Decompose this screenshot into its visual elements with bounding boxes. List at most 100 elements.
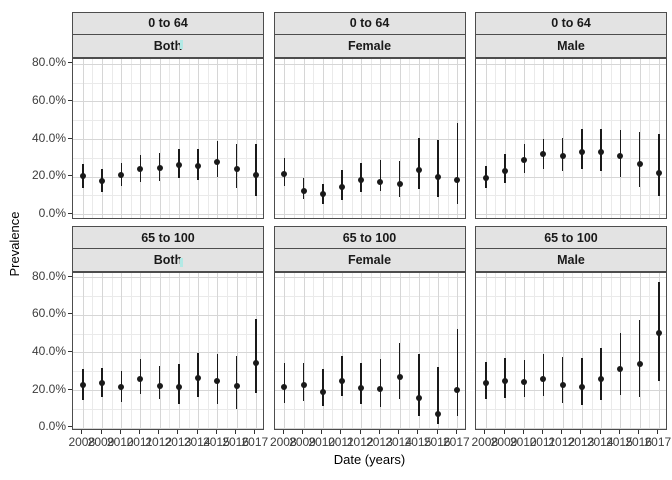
x-tick-label: 2014 bbox=[183, 435, 211, 449]
point-estimate bbox=[435, 174, 442, 181]
x-axis-tick bbox=[378, 430, 380, 434]
gridline-major-vertical bbox=[82, 58, 84, 218]
gridline-major-vertical bbox=[581, 273, 583, 429]
gridline-major-vertical bbox=[159, 58, 161, 218]
gridline-major-horizontal bbox=[274, 214, 465, 216]
confidence-interval-bar bbox=[379, 358, 382, 407]
facet-strip-age: 65 to 100 bbox=[273, 226, 466, 249]
x-tick-label: 2017 bbox=[241, 435, 269, 449]
gridline-major-vertical bbox=[178, 58, 180, 218]
x-tick-label: 2009 bbox=[289, 435, 316, 449]
x-tick-label: 2011 bbox=[529, 435, 556, 449]
x-axis-tick bbox=[254, 430, 256, 434]
y-tick-label: 60.0% bbox=[31, 306, 66, 321]
gridline-minor-vertical bbox=[390, 58, 392, 218]
facet-strip-age: 65 to 100 bbox=[475, 226, 667, 249]
x-tick-label: 2010 bbox=[509, 435, 537, 449]
gridline-major-vertical bbox=[217, 273, 219, 429]
gridline-minor-vertical bbox=[591, 273, 593, 429]
point-estimate bbox=[300, 382, 307, 389]
confidence-interval-bar bbox=[197, 353, 199, 398]
point-estimate bbox=[281, 171, 288, 178]
x-tick-label: 2008 bbox=[269, 435, 297, 449]
gridline-major-vertical bbox=[198, 58, 200, 218]
gridline-minor-vertical bbox=[313, 58, 315, 218]
x-axis-tick bbox=[282, 430, 284, 434]
confidence-interval-bar bbox=[255, 143, 257, 196]
gridline-major-horizontal bbox=[476, 390, 666, 392]
gridline-major-horizontal bbox=[274, 63, 465, 65]
x-axis-tick bbox=[302, 430, 304, 434]
point-estimate bbox=[502, 378, 509, 385]
x-axis-tick bbox=[119, 430, 121, 434]
confidence-interval-bar bbox=[235, 356, 238, 410]
x-tick-label: 2013 bbox=[366, 435, 393, 449]
gridline-major-vertical bbox=[543, 273, 545, 429]
gridline-major-horizontal bbox=[73, 277, 263, 279]
gridline-major-horizontal bbox=[73, 101, 263, 103]
gridline-major-vertical bbox=[380, 273, 382, 429]
x-axis-tick bbox=[398, 430, 400, 434]
point-estimate bbox=[617, 366, 624, 373]
y-axis-tick bbox=[68, 388, 72, 390]
x-axis-tick bbox=[359, 430, 361, 434]
gridline-minor-vertical bbox=[390, 273, 392, 429]
y-tick-label: 80.0% bbox=[31, 55, 66, 70]
x-axis-tick bbox=[196, 430, 198, 434]
point-estimate bbox=[214, 158, 221, 165]
point-estimate bbox=[396, 373, 403, 380]
gridline-minor-vertical bbox=[332, 58, 334, 218]
point-estimate bbox=[137, 166, 144, 173]
gridline-major-vertical bbox=[438, 273, 440, 429]
point-estimate bbox=[559, 152, 566, 159]
gridline-minor-horizontal bbox=[476, 371, 666, 373]
point-estimate bbox=[598, 149, 605, 155]
y-tick-label: 60.0% bbox=[31, 92, 66, 107]
gridline-major-vertical bbox=[524, 273, 526, 429]
facet-strip-age: 0 to 64 bbox=[273, 11, 466, 35]
gridline-minor-vertical bbox=[150, 273, 152, 429]
gridline-major-vertical bbox=[159, 273, 161, 429]
gridline-minor-vertical bbox=[188, 273, 190, 429]
gridline-major-horizontal bbox=[476, 427, 666, 429]
gridline-minor-vertical bbox=[591, 58, 593, 218]
confidence-interval-bar bbox=[504, 357, 506, 398]
confidence-interval-bar bbox=[418, 137, 420, 190]
y-axis-tick bbox=[68, 350, 72, 352]
confidence-interval-bar bbox=[360, 362, 362, 405]
x-axis-tick bbox=[561, 430, 563, 434]
gridline-minor-vertical bbox=[111, 273, 113, 429]
y-axis-tick bbox=[68, 313, 72, 315]
y-tick-label: 20.0% bbox=[31, 381, 66, 396]
gridline-major-vertical bbox=[102, 273, 104, 429]
x-axis-tick bbox=[215, 430, 217, 434]
point-estimate bbox=[281, 384, 288, 391]
y-tick-label: 80.0% bbox=[31, 268, 66, 283]
point-estimate bbox=[214, 378, 221, 385]
gridline-minor-vertical bbox=[111, 58, 113, 218]
gridline-minor-vertical bbox=[293, 58, 295, 218]
gridline-minor-vertical bbox=[649, 58, 651, 218]
x-tick-label: 2012 bbox=[145, 435, 173, 449]
gridline-major-horizontal bbox=[73, 352, 263, 354]
gridline-minor-vertical bbox=[130, 58, 132, 218]
gridline-major-horizontal bbox=[274, 277, 465, 279]
gridline-minor-horizontal bbox=[73, 195, 263, 197]
x-axis-tick bbox=[100, 430, 102, 434]
point-estimate bbox=[195, 375, 202, 382]
gridline-major-vertical bbox=[255, 58, 257, 218]
facet-strip-sex: Both bbox=[72, 249, 264, 272]
confidence-interval-bar bbox=[600, 347, 602, 401]
gridline-major-horizontal bbox=[73, 214, 263, 216]
gridline-major-vertical bbox=[284, 273, 286, 429]
x-axis-tick bbox=[81, 430, 83, 434]
x-axis-tick bbox=[541, 430, 543, 434]
x-tick-label: 2009 bbox=[87, 435, 115, 449]
point-estimate bbox=[559, 381, 566, 388]
gridline-minor-horizontal bbox=[274, 195, 465, 197]
gridline-minor-vertical bbox=[370, 273, 372, 429]
point-estimate bbox=[435, 410, 442, 417]
confidence-interval-bar bbox=[658, 133, 660, 196]
gridline-minor-horizontal bbox=[476, 82, 666, 84]
